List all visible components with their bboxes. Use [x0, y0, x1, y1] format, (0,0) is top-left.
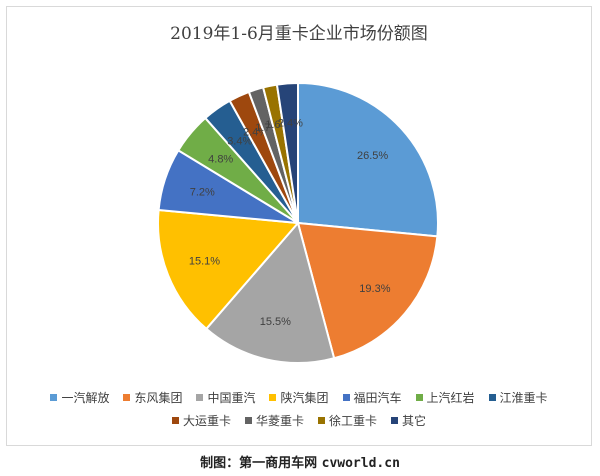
slice-data-label: 26.5%	[357, 150, 388, 162]
legend-item: 其它	[391, 412, 426, 429]
legend-item: 中国重汽	[196, 389, 255, 406]
legend-item: 福田汽车	[342, 389, 402, 406]
legend-item: 大运重卡	[171, 412, 231, 429]
legend-item: 华菱重卡	[244, 412, 304, 429]
slice-data-label: 7.2%	[190, 186, 215, 198]
legend-item: 一汽解放	[50, 389, 109, 406]
pie-slice	[157, 208, 301, 331]
legend-label: 福田汽车	[353, 391, 402, 405]
pie-slice	[297, 81, 439, 238]
slice-data-label: 4.8%	[208, 153, 233, 165]
legend-label: 大运重卡	[182, 414, 231, 428]
legend-label: 华菱重卡	[255, 414, 304, 428]
legend-swatch	[318, 417, 325, 424]
legend-item: 陕汽集团	[269, 389, 329, 406]
chart-legend: 一汽解放 东风集团 中国重汽 陕汽集团 福田汽车 上汽红岩 江淮重卡大运重卡 华菱重卡 徐工重卡…	[17, 389, 581, 429]
chart-source-credit: 制图：第一商用车网 cvworld.cn	[0, 452, 600, 471]
legend-swatch	[269, 394, 277, 401]
legend-item: 徐工重卡	[318, 412, 377, 429]
legend-item: 上汽红岩	[415, 389, 475, 406]
legend-label: 上汽红岩	[426, 391, 475, 405]
source-prefix: 制图：第一商用车网	[200, 456, 318, 471]
pie-slice	[296, 221, 439, 360]
legend-label: 中国重汽	[207, 391, 256, 405]
legend-swatch	[488, 394, 496, 401]
pie-chart: 26.5%19.3%15.5%15.1%7.2%4.8%3.4%2.4%1.7%…	[157, 81, 439, 364]
legend-label: 一汽解放	[61, 391, 110, 405]
legend-swatch	[196, 394, 204, 401]
legend-label: 其它	[402, 414, 427, 428]
legend-swatch	[123, 394, 131, 401]
slice-data-label: 3.4%	[227, 136, 252, 148]
legend-swatch	[244, 417, 252, 424]
legend-swatch	[50, 394, 58, 401]
source-url: cvworld.cn	[321, 456, 400, 471]
legend-swatch	[342, 394, 350, 401]
legend-item: 东风集团	[123, 389, 182, 406]
pie-slice	[204, 220, 336, 364]
legend-label: 陕汽集团	[280, 391, 329, 405]
legend-item: 江淮重卡	[488, 389, 548, 406]
slice-data-label: 15.1%	[189, 256, 220, 268]
legend-label: 东风集团	[134, 391, 183, 405]
legend-swatch	[415, 394, 423, 401]
legend-label: 江淮重卡	[499, 391, 548, 405]
chart-title: 2019年1-6月重卡企业市场份额图	[170, 24, 428, 44]
slice-data-label: 15.5%	[260, 316, 291, 328]
chart-frame: 2019年1-6月重卡企业市场份额图 26.5% 19.3% 15.5% 15.1% 7…	[6, 6, 592, 446]
slice-data-label: 2.4%	[278, 117, 303, 129]
legend-swatch	[171, 417, 179, 424]
slice-data-label: 19.3%	[359, 283, 390, 295]
legend-label: 徐工重卡	[329, 414, 378, 428]
legend-swatch	[391, 417, 399, 424]
pie-slice	[275, 81, 299, 224]
